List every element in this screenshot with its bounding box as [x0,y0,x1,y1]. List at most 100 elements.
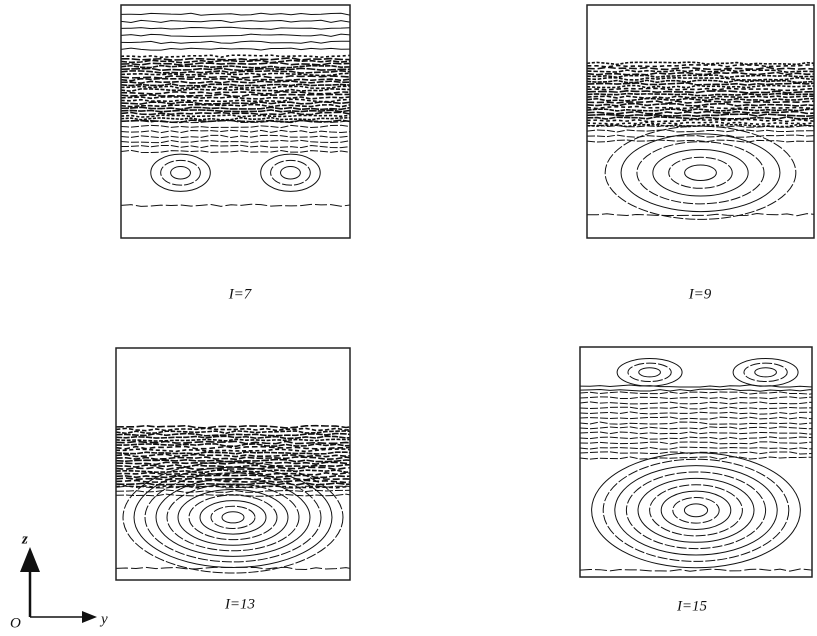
contour-line [121,134,350,139]
contour-line [580,431,812,435]
contour-loop [620,133,781,213]
contour-line [580,456,812,460]
contour-line [587,61,814,66]
contour-line [587,76,814,81]
contour-loop [188,494,278,541]
contour-line [116,451,350,455]
contour-line [587,110,814,115]
axis-label: z [21,531,28,547]
contour-line [121,47,350,51]
contour-loop [627,362,672,382]
contour-line [121,119,350,124]
contour-loop [754,367,777,378]
contour-line [121,12,350,16]
contour-line [587,118,814,123]
contour-line [116,430,350,435]
contour-line [121,83,350,87]
contour-line [587,105,814,110]
contour-line [121,116,350,121]
contour-line [121,203,350,207]
contour-line [587,92,814,97]
contour-line [121,57,350,61]
contour-line [587,84,814,89]
contour-loop [732,358,799,387]
contour-loop [280,166,301,180]
contour-loop [668,156,733,189]
contour-loop [122,461,344,574]
contour-line [121,54,350,59]
contour-loop [144,472,322,563]
contour-line [580,426,812,430]
contour-line [121,59,350,64]
contour-line [587,71,814,76]
contour-loop [614,465,778,556]
contour-line [121,96,350,100]
panel-label: I=9 [688,286,712,302]
panel-frame [579,346,813,578]
contour-line [121,26,350,30]
contour-loop [616,358,683,387]
contour-loop [260,153,321,192]
contour-line [121,124,350,129]
contour-line [587,100,814,105]
contour-line [116,489,350,493]
contour-loop [660,490,732,530]
panel-label: I=7 [228,286,253,302]
contour-line [121,114,350,118]
contour-line [121,129,350,134]
contour-loop [591,452,801,569]
contour-line [580,416,812,420]
contour-loop [684,164,717,182]
contour-line [580,436,812,440]
contour-line [116,448,350,453]
contour-line [121,111,350,116]
contour-line [587,129,814,133]
contour-line [121,109,350,113]
contour-line [121,88,350,93]
contour-line [121,19,350,23]
contour-line [580,421,812,425]
contour-line [121,98,350,103]
contour-line [116,477,350,481]
contour-line [587,102,814,107]
contour-line [587,95,814,100]
contour-line [116,458,350,463]
contour-loop [652,148,749,197]
contour-line [121,101,350,105]
contour-line [116,485,350,489]
contour-line [121,85,350,90]
contour-loop [155,477,311,557]
contour-line [580,411,812,415]
contour-panel [580,358,812,572]
contour-line [587,134,814,138]
contour-line [121,33,350,37]
contour-line [587,82,814,86]
contour-line [587,113,814,117]
contour-line [587,213,814,217]
contour-line [580,568,812,572]
contour-line [116,566,350,570]
contour-panel [587,61,814,220]
contour-line [587,69,814,74]
contour-loop [210,505,256,529]
contour-loop [683,503,709,518]
contour-line [121,93,350,98]
contour-line [121,149,350,153]
panel-frame [115,347,351,581]
contour-line [116,469,350,474]
contour-line [587,115,814,120]
contour-line [587,123,814,128]
panel-frame [586,4,815,239]
contour-loop [636,141,765,205]
contour-line [116,440,350,445]
contour-line [580,396,812,400]
contour-loop [170,166,191,180]
contour-line [587,74,814,79]
contour-line [121,77,350,82]
contour-line [587,79,814,84]
contour-line [116,424,350,429]
contour-line [116,432,350,437]
axis-label: O [10,615,21,631]
contour-line [580,388,812,392]
